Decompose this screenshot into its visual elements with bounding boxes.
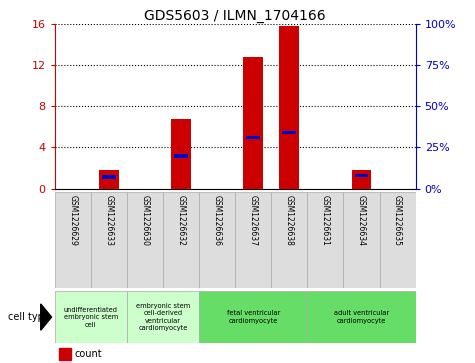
Bar bbox=[127, 291, 199, 343]
Text: count: count bbox=[75, 349, 102, 359]
Bar bbox=[171, 119, 191, 189]
Bar bbox=[163, 192, 199, 288]
Text: GSM1226632: GSM1226632 bbox=[177, 195, 185, 245]
Text: GSM1226637: GSM1226637 bbox=[249, 195, 257, 245]
Text: embryonic stem
cell-derived
ventricular
cardiomyocyte: embryonic stem cell-derived ventricular … bbox=[136, 303, 190, 331]
Text: GSM1226629: GSM1226629 bbox=[68, 195, 77, 245]
Bar bbox=[246, 136, 260, 139]
Text: cell type: cell type bbox=[8, 312, 50, 322]
Bar bbox=[243, 57, 263, 189]
Polygon shape bbox=[41, 304, 51, 330]
Text: GSM1226633: GSM1226633 bbox=[104, 195, 113, 245]
Bar bbox=[354, 174, 369, 178]
Bar bbox=[343, 192, 380, 288]
Bar bbox=[55, 192, 91, 288]
Bar bbox=[199, 291, 307, 343]
Text: GSM1226636: GSM1226636 bbox=[213, 195, 221, 245]
Text: GSM1226638: GSM1226638 bbox=[285, 195, 294, 245]
Bar bbox=[199, 192, 235, 288]
Bar bbox=[279, 26, 299, 189]
Bar bbox=[307, 291, 416, 343]
Bar bbox=[307, 192, 343, 288]
Bar bbox=[380, 192, 416, 288]
Bar bbox=[174, 154, 188, 158]
Bar bbox=[99, 170, 119, 189]
Bar bbox=[271, 192, 307, 288]
Title: GDS5603 / ILMN_1704166: GDS5603 / ILMN_1704166 bbox=[144, 9, 326, 23]
Bar bbox=[282, 131, 296, 134]
Bar bbox=[235, 192, 271, 288]
Text: GSM1226635: GSM1226635 bbox=[393, 195, 402, 245]
Text: GSM1226630: GSM1226630 bbox=[141, 195, 149, 245]
Text: GSM1226634: GSM1226634 bbox=[357, 195, 366, 245]
Bar bbox=[352, 170, 371, 189]
Text: GSM1226631: GSM1226631 bbox=[321, 195, 330, 245]
Bar bbox=[91, 192, 127, 288]
Text: undifferentiated
embryonic stem
cell: undifferentiated embryonic stem cell bbox=[64, 307, 118, 327]
Text: adult ventricular
cardiomyocyte: adult ventricular cardiomyocyte bbox=[334, 310, 389, 324]
Text: fetal ventricular
cardiomyocyte: fetal ventricular cardiomyocyte bbox=[227, 310, 280, 324]
Bar bbox=[55, 291, 127, 343]
Bar bbox=[127, 192, 163, 288]
Bar bbox=[102, 175, 116, 179]
